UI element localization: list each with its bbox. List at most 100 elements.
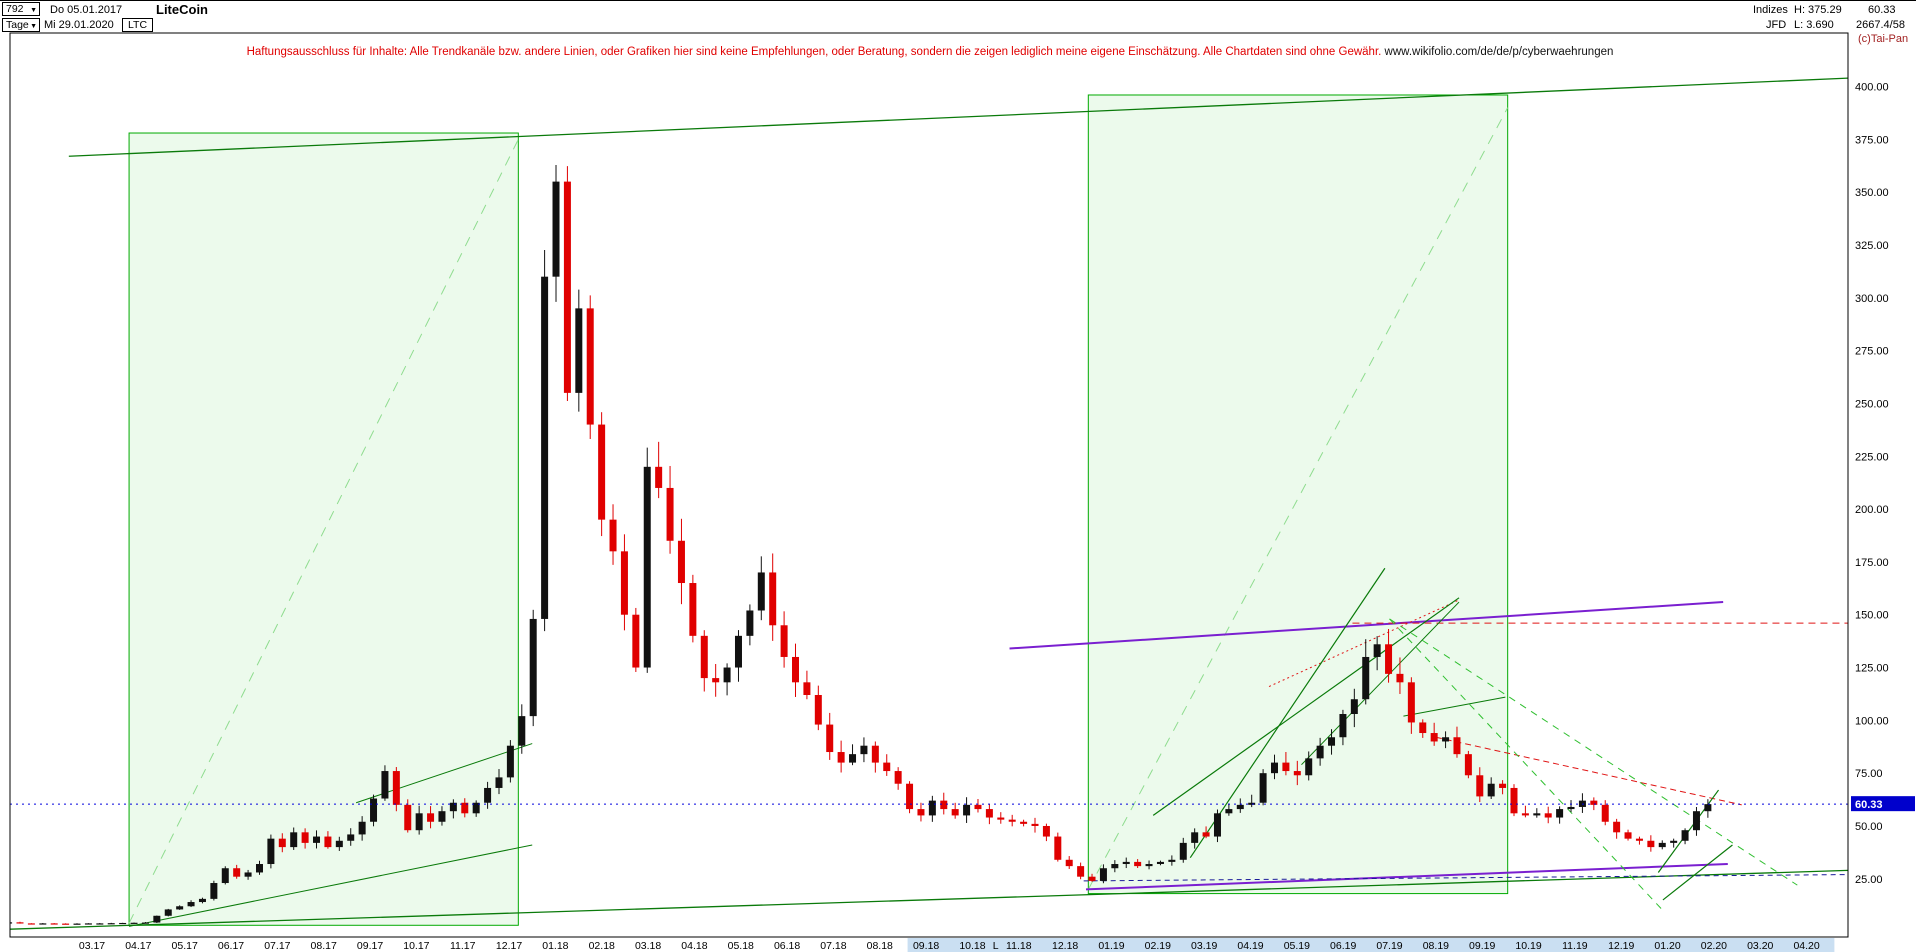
plot-layers xyxy=(10,77,1848,930)
x-axis-label: 08.19 xyxy=(1423,940,1449,952)
box2-diagonal xyxy=(1087,107,1509,890)
x-axis-label: 02.20 xyxy=(1701,940,1727,952)
x-axis-label: 11.17 xyxy=(450,940,476,952)
y-axis-label: 225.00 xyxy=(1855,451,1889,463)
y-axis-label: 150.00 xyxy=(1855,610,1889,622)
x-axis-label: 09.18 xyxy=(913,940,939,952)
x-axis-label: 05.19 xyxy=(1284,940,1310,952)
x-axis-label: 11.19 xyxy=(1562,940,1588,952)
x-axis-label: 07.19 xyxy=(1376,940,1402,952)
x-axis-label: 03.17 xyxy=(79,940,105,952)
x-axis-label: 03.18 xyxy=(635,940,661,952)
y-axis-label: 100.00 xyxy=(1855,715,1889,727)
y-axis-label: 275.00 xyxy=(1855,346,1889,358)
x-axis-label: 05.18 xyxy=(728,940,754,952)
y-axis-label: 400.00 xyxy=(1855,82,1889,94)
x-axis-label: 06.18 xyxy=(774,940,800,952)
chevron-down-icon: ▼ xyxy=(30,23,37,30)
y-axis-label: 250.00 xyxy=(1855,398,1889,410)
axis-marker: L xyxy=(993,940,999,952)
x-axis-label: 04.20 xyxy=(1793,940,1819,952)
y-axis-label: 300.00 xyxy=(1855,293,1889,305)
trend-box-2019 xyxy=(1087,94,1509,895)
volume-readout: 2667.4/58 xyxy=(1856,19,1905,31)
green-2019-trend-c xyxy=(1301,601,1460,766)
x-axis-label: 08.17 xyxy=(311,940,337,952)
copyright-label: (c)Tai-Pan xyxy=(1858,33,1909,45)
box1-diagonal xyxy=(128,139,519,924)
green-minor-resistance xyxy=(1403,696,1506,717)
green-2019-trend-a xyxy=(1152,597,1460,816)
x-axis-label: 02.19 xyxy=(1145,940,1171,952)
green-right-channel-b xyxy=(1662,844,1733,901)
disclaimer-text: Haftungsausschluss für Inhalte: Alle Tre… xyxy=(246,46,1382,58)
x-axis-label: 04.18 xyxy=(681,940,707,952)
y-axis-label: 125.00 xyxy=(1855,663,1889,675)
x-axis-label: 06.19 xyxy=(1330,940,1356,952)
navy-dashed-support xyxy=(1083,874,1848,882)
x-axis-label: 04.19 xyxy=(1237,940,1263,952)
bar-count-dropdown[interactable]: 792 ▼ xyxy=(2,2,40,16)
x-axis-label: 02.18 xyxy=(589,940,615,952)
chevron-down-icon: ▼ xyxy=(30,7,37,14)
y-axis-label: 325.00 xyxy=(1855,240,1889,252)
x-axis-label: 08.18 xyxy=(867,940,893,952)
candles xyxy=(10,165,1712,925)
period-low-readout: L: 3.690 xyxy=(1794,19,1834,31)
red-dashed-decline xyxy=(1435,736,1742,806)
x-axis-label: 10.19 xyxy=(1515,940,1541,952)
period-value: Tage xyxy=(6,19,29,31)
x-axis-label: 11.18 xyxy=(1006,940,1032,952)
data-feed-label: JFD xyxy=(1766,19,1787,31)
upper-channel-line xyxy=(68,77,1848,157)
green-dashed-decline-b xyxy=(1389,618,1798,886)
y-axis-label: 200.00 xyxy=(1855,504,1889,516)
period-dropdown[interactable]: Tage ▼ xyxy=(2,18,40,32)
indizes-label: Indizes xyxy=(1753,4,1788,16)
x-axis-label: 12.17 xyxy=(496,940,522,952)
symbol-badge: LTC xyxy=(122,18,154,32)
current-price-tag-label: 60.33 xyxy=(1855,799,1883,811)
x-axis-label: 03.20 xyxy=(1747,940,1773,952)
x-axis-label: 06.17 xyxy=(218,940,244,952)
green-2019-trend-b xyxy=(1189,567,1386,859)
end-date: Mi 29.01.2020 xyxy=(44,19,114,31)
x-axis-label: 12.19 xyxy=(1608,940,1634,952)
disclaimer: Haftungsausschluss für Inhalte: Alle Tre… xyxy=(160,46,1700,58)
x-axis-label: 10.17 xyxy=(403,940,429,952)
start-date: Do 05.01.2017 xyxy=(50,4,123,16)
x-axis-label: 04.17 xyxy=(125,940,151,952)
trend-2017-lower xyxy=(128,844,533,927)
x-axis-label: 10.18 xyxy=(959,940,985,952)
violet-support xyxy=(1085,863,1728,891)
bar-count-value: 792 xyxy=(6,3,24,15)
green-dashed-decline-a xyxy=(1389,618,1664,911)
x-axis-label: 12.18 xyxy=(1052,940,1078,952)
current-price-tag xyxy=(1851,796,1915,812)
axis-highlight xyxy=(907,938,1835,952)
y-axis-label: 175.00 xyxy=(1855,557,1889,569)
last-price-readout: 60.33 xyxy=(1868,4,1896,16)
x-axis-label: 05.17 xyxy=(172,940,198,952)
y-axis-label: 350.00 xyxy=(1855,187,1889,199)
x-axis-label: 01.19 xyxy=(1098,940,1124,952)
y-axis-label: 375.00 xyxy=(1855,134,1889,146)
x-axis-label: 03.19 xyxy=(1191,940,1217,952)
x-axis-label: 01.20 xyxy=(1654,940,1680,952)
x-axis-label: 09.19 xyxy=(1469,940,1495,952)
x-axis-label: 07.17 xyxy=(264,940,290,952)
violet-resistance xyxy=(1009,601,1724,650)
x-axis-label: 09.17 xyxy=(357,940,383,952)
x-axis-label: 07.18 xyxy=(820,940,846,952)
plot-frame xyxy=(9,32,1849,938)
period-high-readout: H: 375.29 xyxy=(1794,4,1842,16)
y-axis-label: 25.00 xyxy=(1855,874,1883,886)
y-axis-label: 75.00 xyxy=(1855,768,1883,780)
page-title: LiteCoin xyxy=(156,2,208,17)
x-axis-label: 01.18 xyxy=(542,940,568,952)
lower-support-line xyxy=(10,869,1848,930)
y-axis-label: 50.00 xyxy=(1855,821,1883,833)
disclaimer-url: www.wikifolio.com/de/de/p/cyberwaehrunge… xyxy=(1384,46,1614,58)
